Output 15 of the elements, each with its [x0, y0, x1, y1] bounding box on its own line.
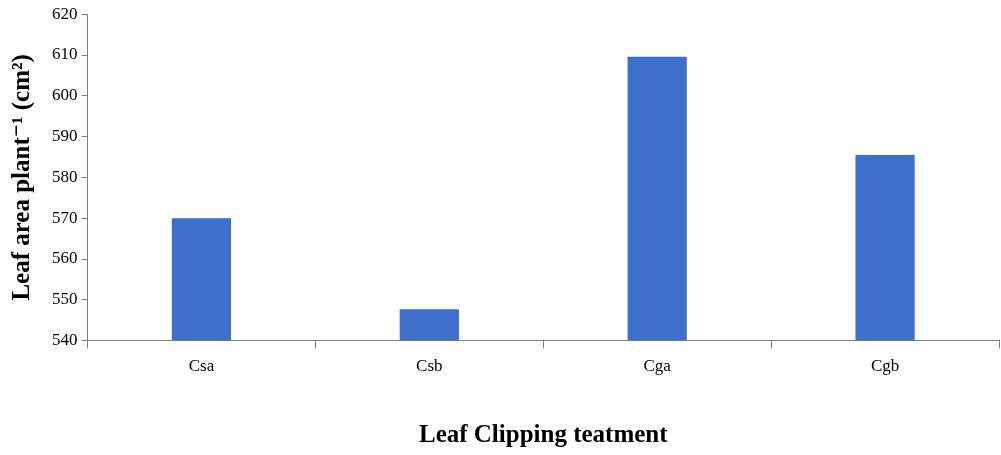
x-tick-label: Cga	[643, 356, 672, 376]
y-tick-label: 540	[52, 330, 78, 350]
y-tick-label: 610	[52, 44, 78, 64]
y-tick-label: 550	[52, 289, 78, 309]
y-tick-label: 560	[52, 248, 78, 268]
y-tick-label: 570	[52, 207, 78, 227]
x-tick-label: Cgb	[870, 356, 900, 376]
y-tick-label: 620	[52, 3, 78, 23]
y-tick-label: 600	[52, 85, 78, 105]
x-tick-label: Csb	[416, 356, 443, 376]
x-axis-title: Leaf Clipping teatment	[418, 420, 669, 448]
y-tick-label: 580	[52, 166, 78, 186]
y-tick-label: 590	[52, 126, 78, 146]
x-tick-label: Csa	[188, 356, 215, 376]
y-axis-title: Leaf area plant⁻¹ (cm²)	[7, 54, 36, 301]
